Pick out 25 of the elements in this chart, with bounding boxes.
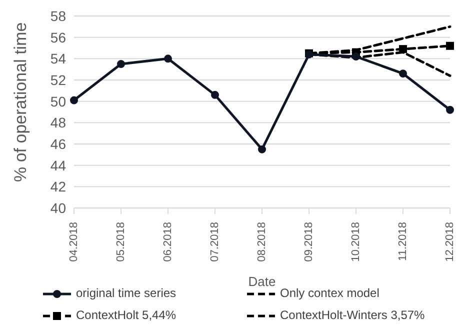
y-tick-label: 52: [50, 72, 66, 88]
x-tick-label: 12.2018: [444, 222, 456, 262]
y-tick-label: 44: [50, 157, 66, 174]
x-tick-label: 05.2018: [115, 222, 127, 262]
y-tick-label: 40: [50, 200, 66, 216]
legend-label: Only contex model: [280, 286, 380, 300]
y-tick-label: 56: [50, 29, 66, 46]
y-tick-label: 54: [50, 50, 66, 67]
y-tick-label: 58: [50, 8, 66, 24]
legend-label: ContextHolt-Winters 3,57%: [280, 308, 425, 322]
y-tick-label: 46: [50, 136, 66, 152]
legend-label: ContextHolt 5,44%: [76, 308, 176, 322]
x-tick-label: 06.2018: [162, 222, 174, 262]
y-tick-label: 50: [50, 93, 66, 110]
y-tick-label: 48: [50, 114, 66, 131]
x-tick-label: 08.2018: [256, 222, 268, 262]
y-tick-label: 42: [50, 178, 66, 195]
x-axis-title: Date: [248, 274, 276, 289]
legend-label: original time series: [76, 286, 176, 300]
y-axis-title: % of operational time: [11, 22, 30, 182]
x-tick-label: 07.2018: [209, 222, 221, 262]
x-tick-label: 10.2018: [350, 222, 362, 262]
x-tick-label: 04.2018: [68, 222, 80, 262]
x-tick-label: 09.2018: [303, 222, 315, 262]
x-tick-label: 11.2018: [397, 222, 409, 261]
